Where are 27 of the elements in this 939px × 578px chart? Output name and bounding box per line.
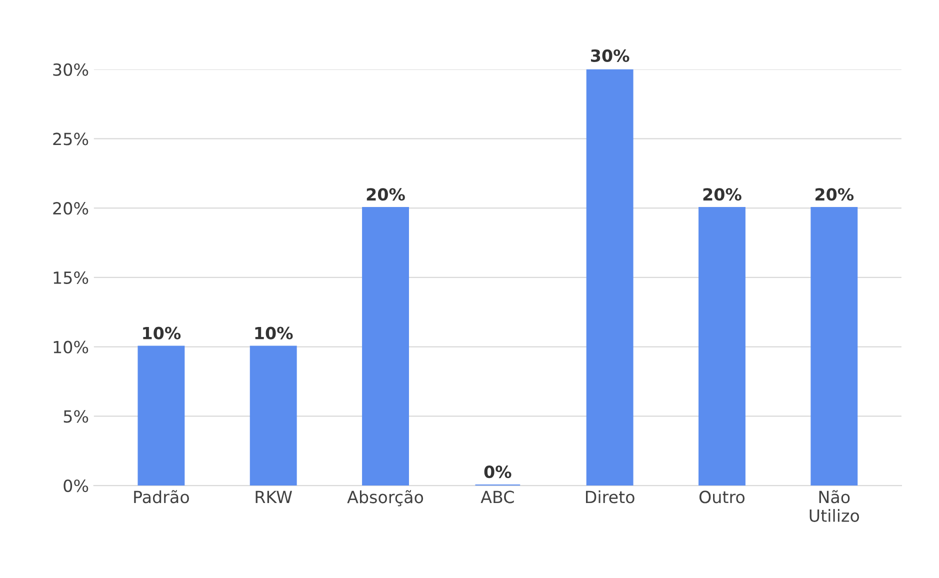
bar <box>250 346 297 486</box>
data-label: 30% <box>590 49 630 62</box>
x-tick-label: Outro <box>699 490 745 504</box>
x-tick-label: Não Utilizo <box>810 490 860 522</box>
y-tick-label: 15% <box>54 271 88 284</box>
y-tick-label: 20% <box>53 202 88 215</box>
bar <box>138 346 185 486</box>
x-tick-label: RKW <box>256 490 292 504</box>
bar <box>362 207 409 486</box>
data-label: 20% <box>366 188 405 201</box>
x-tick-label: ABC <box>480 490 514 504</box>
y-tick-label: 10% <box>54 340 88 354</box>
data-label: 0% <box>484 466 512 478</box>
x-tick-label: Direto <box>586 490 634 504</box>
bar <box>810 207 858 486</box>
data-label: 20% <box>816 188 854 201</box>
y-tick-label: 0% <box>64 479 88 492</box>
y-tick-label: 30% <box>53 63 88 76</box>
bar <box>586 69 634 486</box>
data-label: 10% <box>143 326 181 340</box>
x-tick-label: Absorção <box>347 490 424 506</box>
y-tick-label: 25% <box>53 132 88 146</box>
data-label: 10% <box>255 326 293 340</box>
x-tick-label: Padrão <box>134 490 189 504</box>
bar <box>698 207 746 486</box>
y-tick-label: 5% <box>64 410 88 423</box>
data-label: 20% <box>703 188 742 201</box>
